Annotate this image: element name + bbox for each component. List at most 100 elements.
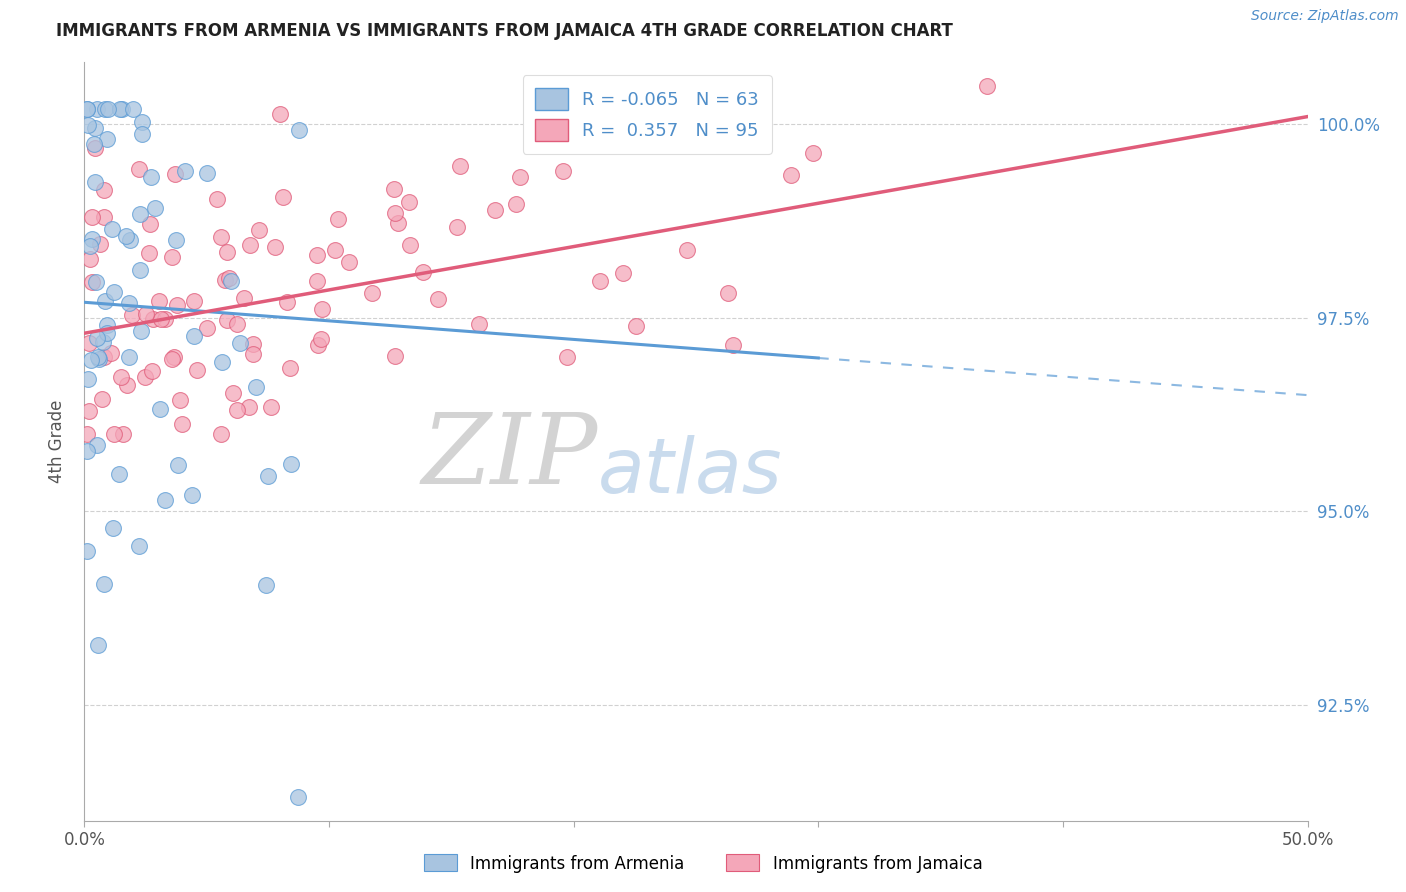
- Point: [398, 237, 420, 252]
- Point: [118, 351, 141, 365]
- Point: [121, 308, 143, 322]
- Point: [183, 329, 205, 343]
- Point: [276, 294, 298, 309]
- Point: [242, 346, 264, 360]
- Point: [427, 292, 450, 306]
- Point: [412, 264, 434, 278]
- Point: [307, 275, 329, 289]
- Point: [94, 102, 117, 116]
- Point: [90, 392, 112, 406]
- Point: [449, 159, 471, 173]
- Point: [260, 400, 283, 414]
- Point: [626, 318, 648, 333]
- Point: [801, 145, 824, 160]
- Point: [387, 216, 409, 230]
- Point: [239, 238, 262, 252]
- Point: [77, 403, 100, 417]
- Point: [307, 248, 329, 262]
- Point: [555, 350, 578, 364]
- Point: [103, 285, 125, 300]
- Point: [311, 301, 333, 316]
- Point: [96, 318, 118, 333]
- Point: [242, 337, 264, 351]
- Point: [129, 263, 152, 277]
- Point: [108, 102, 131, 116]
- Text: atlas: atlas: [598, 435, 783, 508]
- Point: [153, 492, 176, 507]
- Point: [195, 166, 218, 180]
- Point: [280, 457, 302, 471]
- Point: [166, 298, 188, 312]
- Point: [128, 539, 150, 553]
- Point: [149, 401, 172, 416]
- Point: [717, 285, 740, 300]
- Y-axis label: 4th Grade: 4th Grade: [48, 400, 66, 483]
- Point: [612, 266, 634, 280]
- Point: [80, 210, 103, 224]
- Text: ZIP: ZIP: [422, 409, 598, 504]
- Point: [143, 201, 166, 215]
- Point: [83, 175, 105, 189]
- Point: [79, 335, 101, 350]
- Point: [269, 106, 291, 120]
- Point: [111, 426, 134, 441]
- Point: [76, 544, 98, 558]
- Point: [211, 355, 233, 369]
- Point: [323, 243, 346, 257]
- Point: [225, 403, 247, 417]
- Point: [217, 313, 239, 327]
- Point: [384, 206, 406, 220]
- Point: [245, 380, 267, 394]
- Point: [128, 161, 150, 176]
- Point: [103, 426, 125, 441]
- Point: [165, 233, 187, 247]
- Point: [278, 360, 301, 375]
- Point: [361, 286, 384, 301]
- Point: [129, 324, 152, 338]
- Point: [254, 577, 277, 591]
- Point: [86, 330, 108, 344]
- Point: [139, 218, 162, 232]
- Point: [83, 136, 105, 151]
- Point: [134, 370, 156, 384]
- Point: [86, 638, 108, 652]
- Point: [183, 293, 205, 308]
- Point: [271, 190, 294, 204]
- Point: [76, 426, 98, 441]
- Point: [148, 293, 170, 308]
- Point: [163, 167, 186, 181]
- Point: [505, 197, 527, 211]
- Point: [96, 326, 118, 341]
- Point: [247, 222, 270, 236]
- Point: [117, 295, 139, 310]
- Point: [76, 102, 98, 116]
- Point: [232, 291, 254, 305]
- Point: [264, 240, 287, 254]
- Point: [101, 521, 124, 535]
- Point: [446, 220, 468, 235]
- Point: [77, 372, 100, 386]
- Point: [311, 332, 333, 346]
- Point: [100, 346, 122, 360]
- Point: [83, 141, 105, 155]
- Point: [215, 245, 238, 260]
- Point: [79, 239, 101, 253]
- Point: [169, 392, 191, 407]
- Point: [551, 164, 574, 178]
- Point: [94, 293, 117, 308]
- Point: [218, 271, 240, 285]
- Point: [149, 312, 172, 326]
- Point: [229, 336, 252, 351]
- Point: [93, 577, 115, 591]
- Text: Source: ZipAtlas.com: Source: ZipAtlas.com: [1251, 9, 1399, 23]
- Point: [238, 400, 260, 414]
- Point: [167, 458, 190, 473]
- Point: [675, 244, 697, 258]
- Point: [135, 307, 157, 321]
- Point: [83, 120, 105, 135]
- Point: [976, 78, 998, 93]
- Point: [108, 467, 131, 482]
- Point: [780, 169, 803, 183]
- Point: [172, 417, 194, 431]
- Point: [186, 363, 208, 377]
